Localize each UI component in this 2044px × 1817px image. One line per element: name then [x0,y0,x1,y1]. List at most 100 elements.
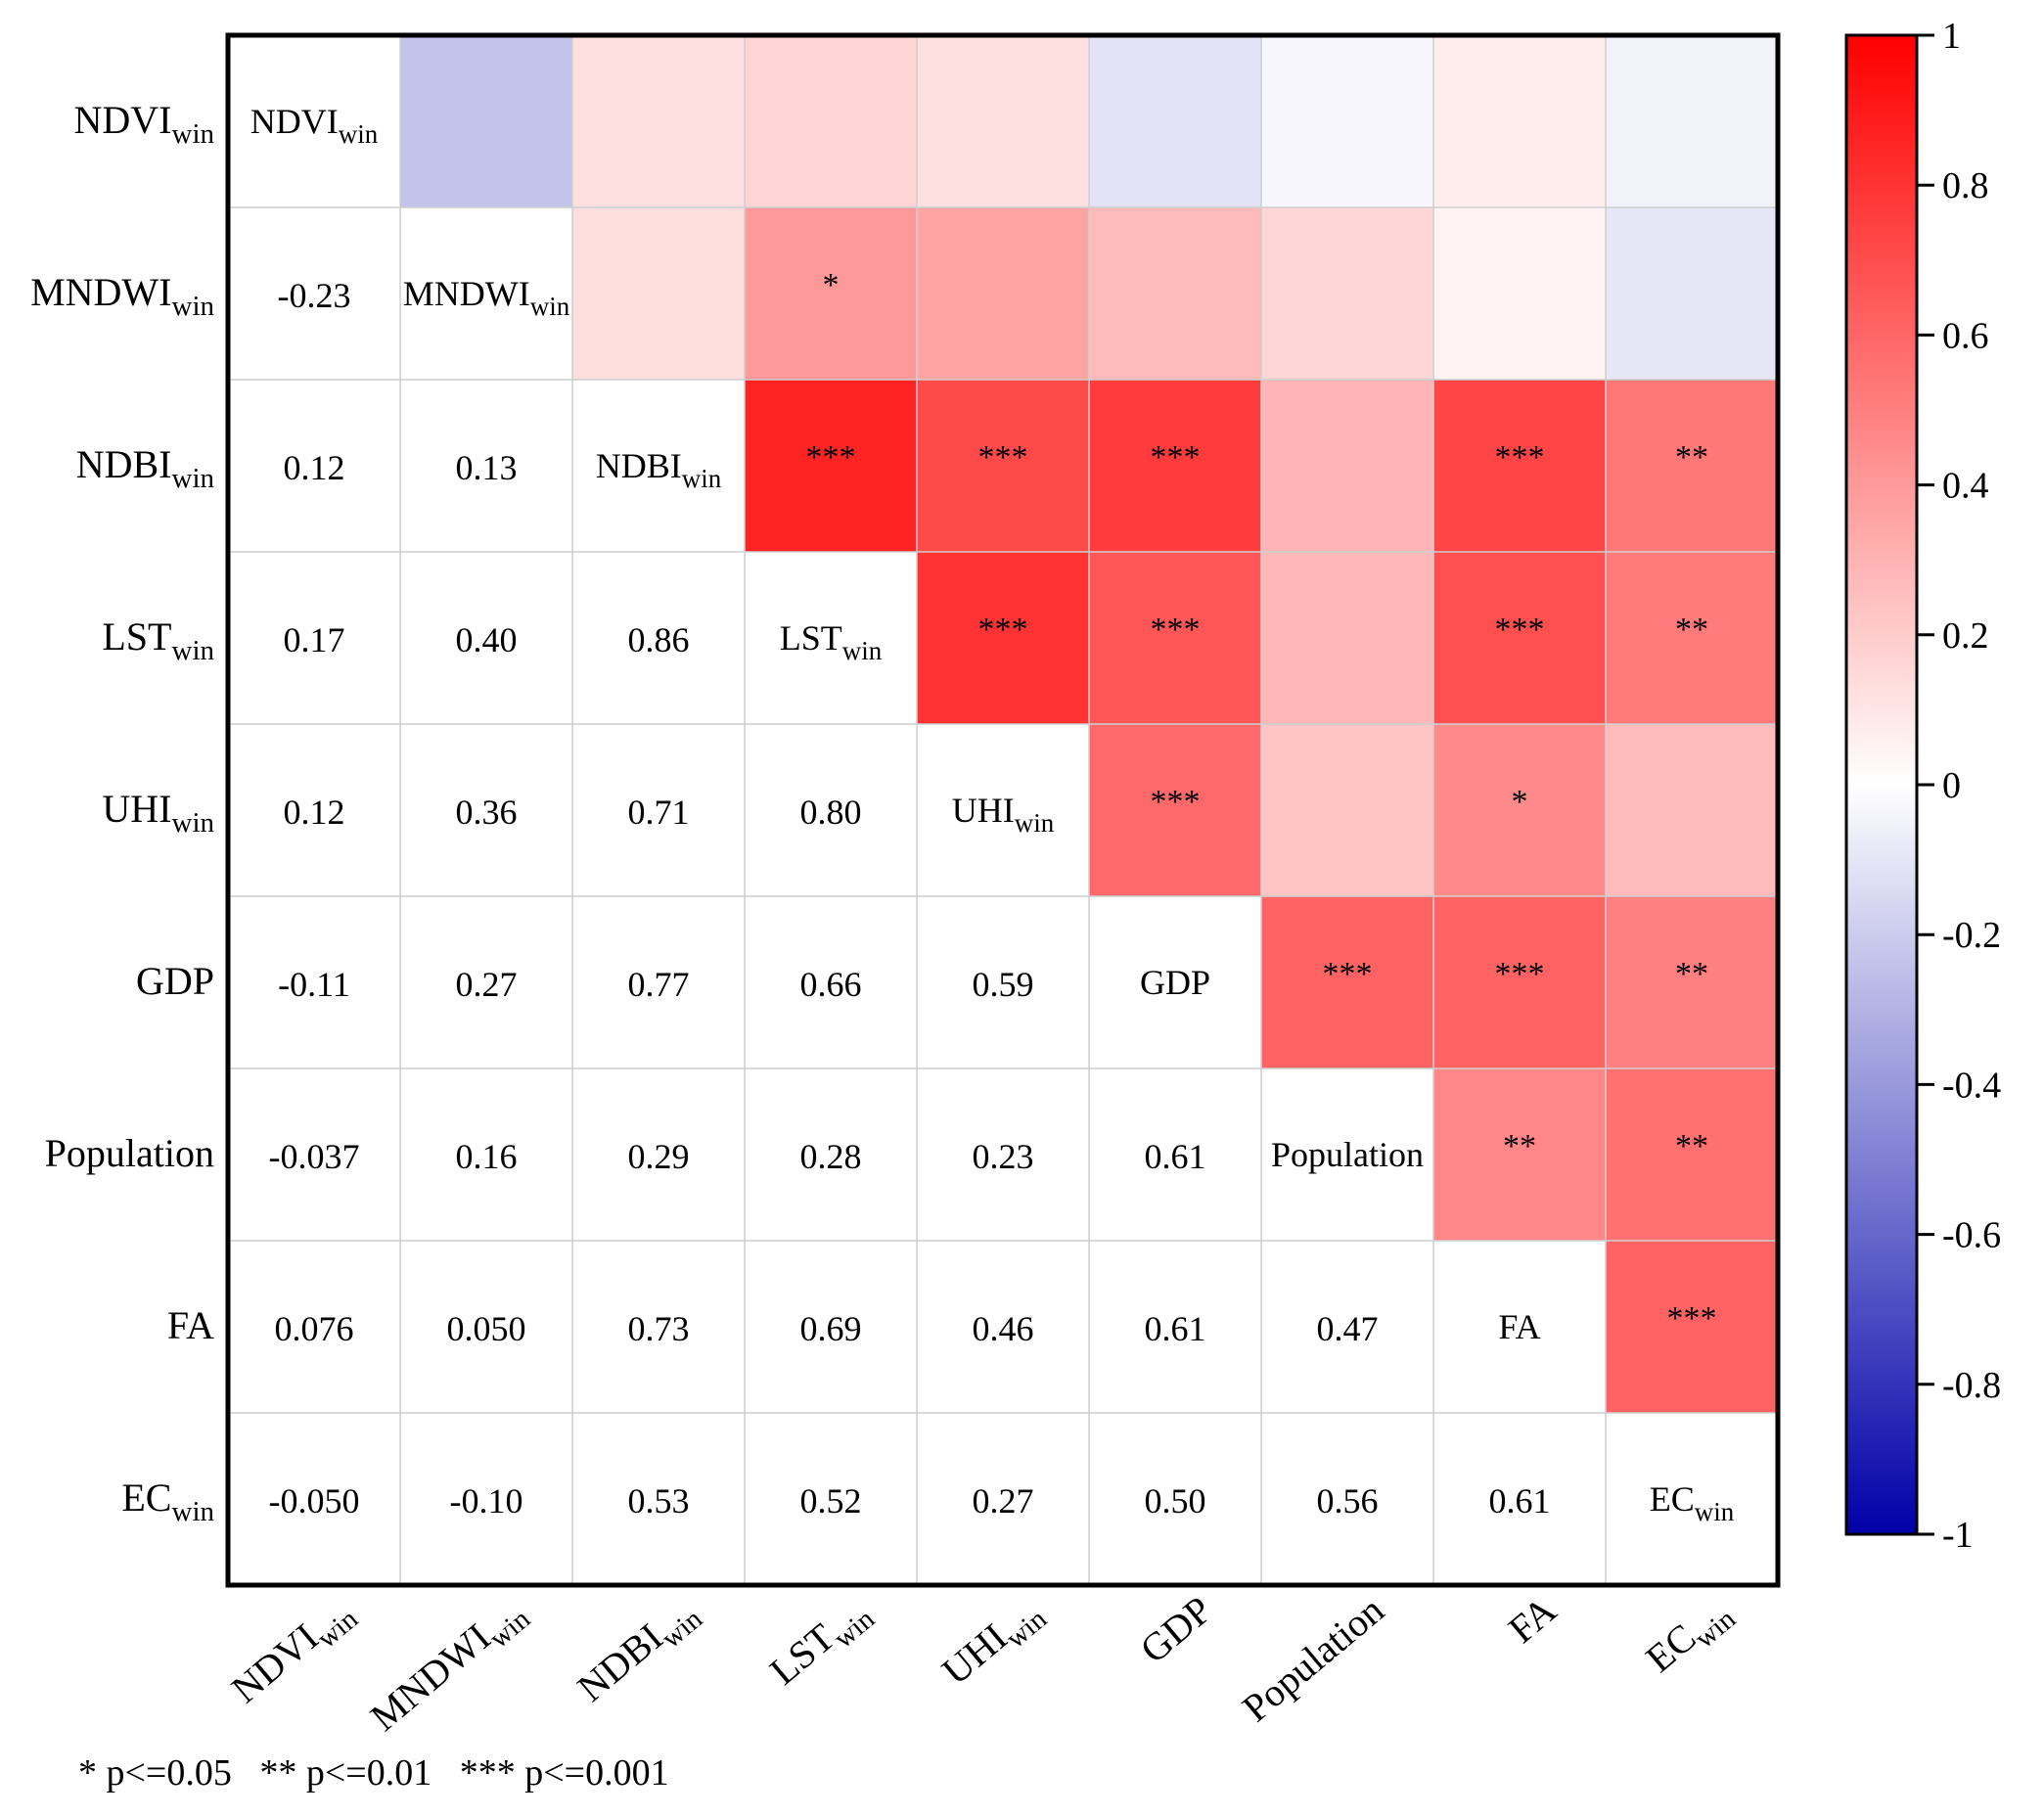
cell-population-ndbi-win [572,1068,745,1241]
value-label: 0.050 [447,1309,526,1348]
plot-frame [225,32,1781,1588]
cell-gdp-gdp [1089,896,1261,1068]
diagonal-label-uhi-win: UHIwin [952,791,1055,838]
value-label: 0.52 [800,1481,862,1521]
cell-gdp-uhi-win [917,896,1089,1068]
colorbar-tick-label: 0.6 [1942,315,1989,356]
cell-mndwi-win-fa [1433,207,1606,380]
cell-mndwi-win-lst-win [745,207,917,380]
colorbar-tick-label: 0.4 [1942,466,1989,507]
cell-mndwi-win-ec-win [1606,207,1778,380]
diagonal-label-ec-win: ECwin [1650,1479,1735,1526]
cell-lst-win-ec-win [1606,552,1778,724]
diagonal-label-population: Population [1271,1135,1424,1174]
value-label: 0.13 [456,448,518,487]
value-label: 0.29 [628,1137,690,1176]
value-label: -0.050 [269,1481,360,1521]
colorbar-tick-label: 1 [1942,16,1961,57]
cell-ec-win-population [1261,1413,1433,1585]
cell-fa-ndvi-win [228,1241,400,1413]
significance-label: *** [1151,784,1201,820]
col-label-ndbi-win: NDBIwin [569,1587,709,1716]
cell-ndvi-win-population [1261,35,1433,207]
row-label-population: Population [45,1131,214,1175]
cell-lst-win-lst-win [745,552,917,724]
value-label: 0.56 [1317,1481,1379,1521]
cell-lst-win-gdp [1089,552,1261,724]
cell-gdp-ndbi-win [572,896,745,1068]
value-label: 0.076 [275,1309,354,1348]
cell-mndwi-win-gdp [1089,207,1261,380]
cell-uhi-win-ec-win [1606,724,1778,896]
value-label: -0.11 [278,965,350,1004]
col-label-lst-win: LSTwin [761,1587,881,1700]
cell-ec-win-fa [1433,1413,1606,1585]
cell-population-ndvi-win [228,1068,400,1241]
cell-population-population [1261,1068,1433,1241]
cell-fa-gdp [1089,1241,1261,1413]
cell-ndbi-win-gdp [1089,380,1261,552]
value-label: 0.23 [973,1137,1034,1176]
cell-lst-win-ndvi-win [228,552,400,724]
cell-gdp-fa [1433,896,1606,1068]
cell-uhi-win-uhi-win [917,724,1089,896]
diagonal-label-fa: FA [1498,1307,1540,1346]
value-label: 0.73 [628,1309,690,1348]
cell-fa-lst-win [745,1241,917,1413]
cell-lst-win-ndbi-win [572,552,745,724]
significance-note: * p<=0.05 ** p<=0.01 *** p<=0.001 [78,1752,669,1794]
colorbar-tick-label: 0.2 [1942,615,1989,657]
value-label: 0.27 [973,1481,1034,1521]
value-label: 0.27 [456,965,518,1004]
significance-label: *** [1495,612,1545,648]
cell-ndbi-win-lst-win [745,380,917,552]
value-label: 0.59 [973,965,1034,1004]
col-label-population: Population [1234,1587,1392,1730]
value-label: 0.77 [628,965,690,1004]
cell-ndvi-win-ec-win [1606,35,1778,207]
significance-label: *** [1323,956,1373,992]
value-label: 0.12 [284,448,345,487]
significance-label: *** [1151,612,1201,648]
value-label: 0.69 [800,1309,862,1348]
significance-label: * [823,267,840,303]
col-label-ec-win: ECwin [1637,1587,1742,1687]
value-label: 0.61 [1145,1137,1206,1176]
colorbar-tick-label: -0.8 [1942,1365,2001,1406]
colorbar-tick-label: -0.2 [1942,915,2001,956]
cell-fa-ec-win [1606,1241,1778,1413]
cell-ndbi-win-mndwi-win [400,380,572,552]
cell-ndvi-win-gdp [1089,35,1261,207]
significance-label: *** [1495,956,1545,992]
cell-population-lst-win [745,1068,917,1241]
value-label: 0.71 [628,793,690,832]
cell-ndvi-win-uhi-win [917,35,1089,207]
significance-label: *** [1495,439,1545,476]
cell-mndwi-win-uhi-win [917,207,1089,380]
significance-label: ** [1503,1128,1536,1164]
cell-ndvi-win-lst-win [745,35,917,207]
cell-lst-win-uhi-win [917,552,1089,724]
cell-uhi-win-ndvi-win [228,724,400,896]
cell-lst-win-population [1261,552,1433,724]
cell-lst-win-mndwi-win [400,552,572,724]
value-label: 0.50 [1145,1481,1206,1521]
value-label: 0.53 [628,1481,690,1521]
value-label: 0.16 [456,1137,518,1176]
cell-uhi-win-gdp [1089,724,1261,896]
cell-ndbi-win-ndvi-win [228,380,400,552]
cell-gdp-population [1261,896,1433,1068]
significance-label: *** [1667,1300,1717,1337]
row-label-ndbi-win: NDBIwin [76,442,215,494]
colorbar: 1 0.8 0.6 0.4 0.2 0 -0.2 -0.4 -0.6 -0.8 -1 [1844,16,2001,1556]
cell-ndbi-win-ndbi-win [572,380,745,552]
value-label: 0.61 [1489,1481,1551,1521]
cell-uhi-win-lst-win [745,724,917,896]
cell-fa-ndbi-win [572,1241,745,1413]
cell-gdp-mndwi-win [400,896,572,1068]
significance-label: *** [1151,439,1201,476]
cell-population-uhi-win [917,1068,1089,1241]
value-label: 0.86 [628,620,690,659]
cell-fa-uhi-win [917,1241,1089,1413]
cell-ndbi-win-ec-win [1606,380,1778,552]
